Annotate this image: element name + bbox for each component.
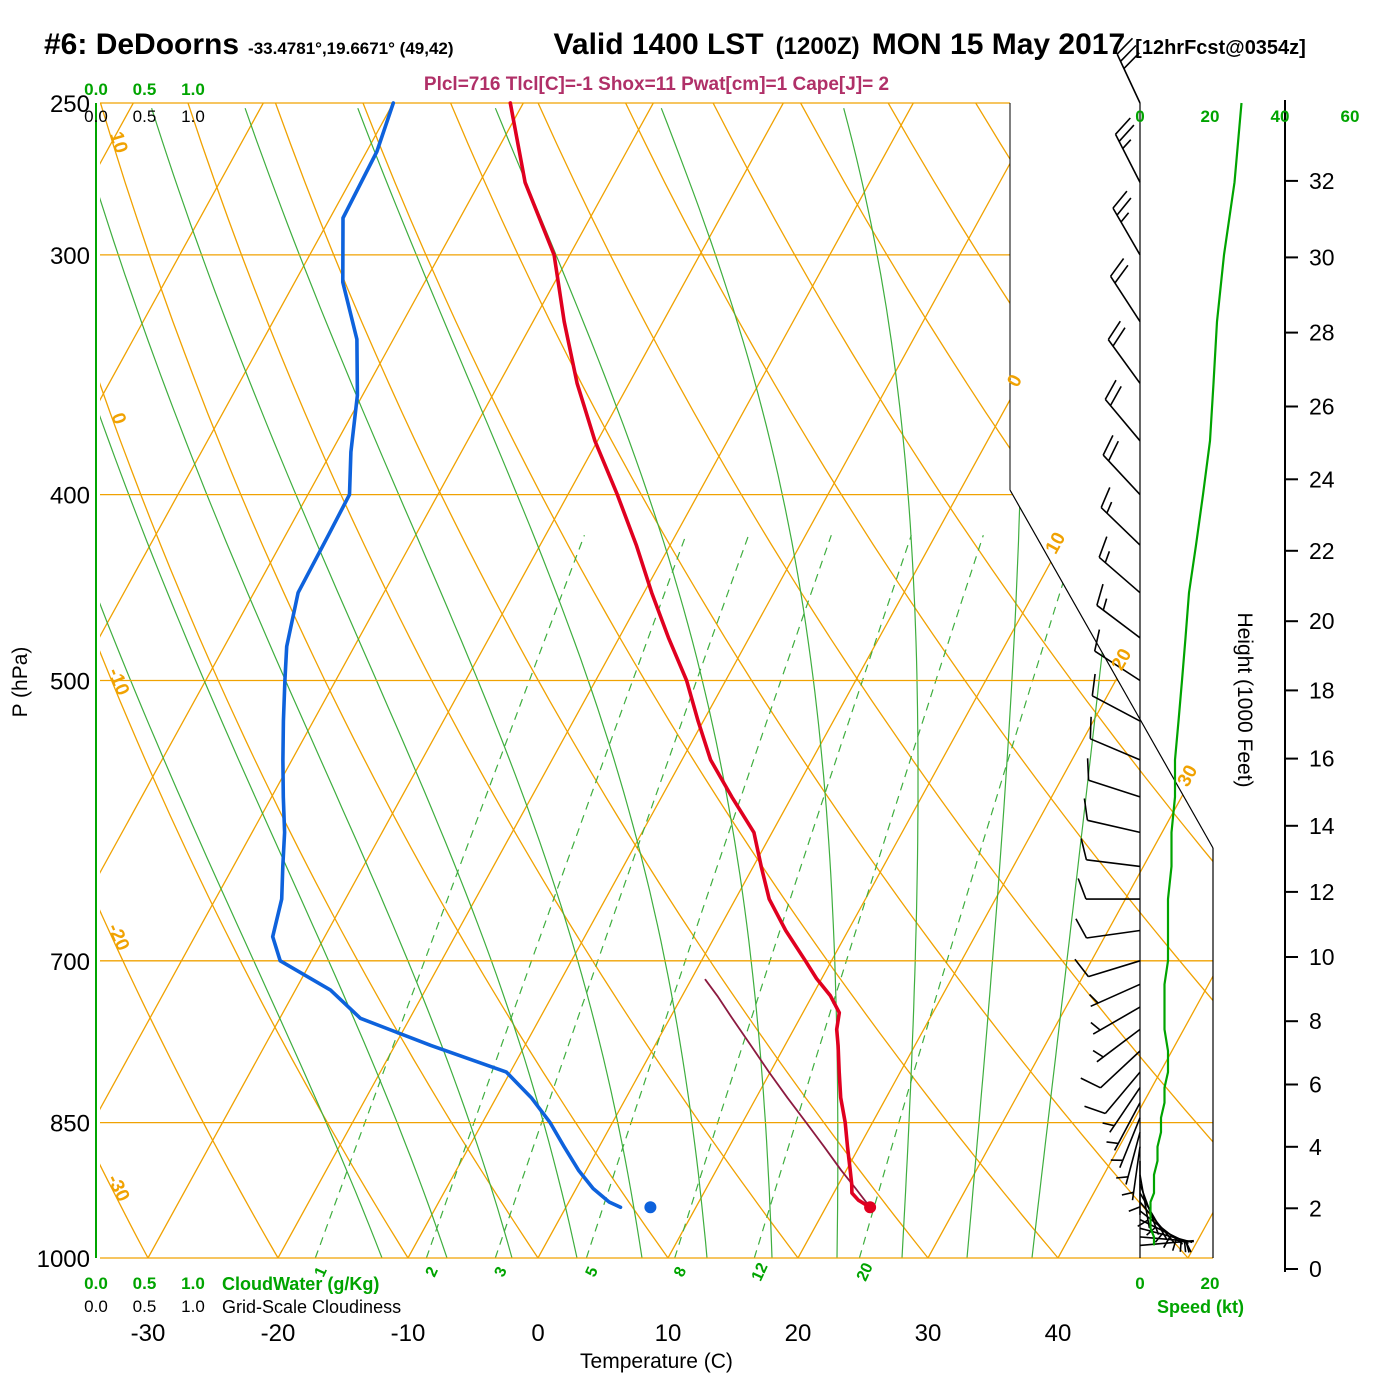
cloudiness-scale-bottom: 0.0 [84, 1297, 108, 1316]
speed-scales: 0 20 40 600 20 [1135, 107, 1359, 1293]
moist-adiabat-grid [100, 107, 1152, 1258]
height-tick-label: 32 [1309, 168, 1335, 194]
forecast-tag: [12hrFcst@0354z] [1135, 37, 1306, 59]
cloudwater-axis-label: CloudWater (g/Kg) [222, 1274, 380, 1294]
mixing-ratio-label: 2 [423, 1264, 442, 1279]
mixing-ratio-grid [314, 534, 1079, 1258]
pressure-axis: 250 300 400 500 700 850 1000 [37, 91, 90, 1273]
dry-adiabat-label: 10 [105, 129, 131, 155]
pressure-axis-label: P (hPa) [9, 646, 32, 718]
cloudwater-scale-top: 1.0 [181, 80, 205, 99]
height-tick-label: 6 [1309, 1072, 1322, 1098]
cloudiness-scale-bottom: 1.0 [181, 1297, 205, 1316]
mixing-ratio-label: 8 [671, 1264, 690, 1279]
height-tick-label: 24 [1309, 466, 1335, 492]
temperature-tick-label: 0 [531, 1320, 544, 1347]
cloudwater-scale-top: 0.0 [84, 80, 108, 99]
temperature-tick-label: 20 [785, 1320, 812, 1347]
valid-time: Valid 1400 LST [553, 28, 764, 61]
pressure-tick-label: 1000 [37, 1246, 90, 1273]
pressure-tick-label: 500 [50, 669, 90, 696]
sounding-parameters: Plcl=716 Tlcl[C]=-1 Shox=11 Pwat[cm]=1 C… [423, 74, 890, 95]
height-tick-label: 10 [1309, 944, 1335, 970]
cloudiness-axis-label: Grid-Scale Cloudiness [222, 1297, 402, 1317]
dry-adiabat-labels: 100-10-20-30 [102, 129, 133, 1205]
dry-adiabat-label: -20 [103, 920, 133, 954]
isotherm-label: 0 [1003, 371, 1026, 390]
height-tick-label: 2 [1309, 1195, 1322, 1221]
dewpoint-curve [270, 101, 623, 1210]
pressure-tick-label: 850 [50, 1111, 90, 1138]
mixing-ratio-label: 5 [583, 1264, 602, 1279]
cloudiness-scale-top: 1.0 [181, 107, 205, 126]
valid-utc: (1200Z) [775, 33, 860, 60]
temperature-tick-label: 10 [655, 1320, 682, 1347]
speed-profile [1149, 102, 1243, 1246]
mixing-ratio-label: 3 [492, 1264, 511, 1279]
height-tick-label: 20 [1309, 608, 1335, 634]
temperature-tick-label: -10 [391, 1320, 426, 1347]
temperature-curve [508, 101, 872, 1210]
dry-adiabat-label: -30 [102, 1171, 133, 1205]
speed-axis-label: Speed (kt) [1157, 1297, 1245, 1317]
station-coords: -33.4781°,19.6671° (49,42) [248, 39, 454, 58]
temperature-tick-label: -30 [131, 1320, 166, 1347]
surface-dewpoint-dot [644, 1201, 657, 1214]
height-tick-label: 26 [1309, 394, 1335, 420]
height-tick-label: 14 [1309, 813, 1335, 839]
surface-temperature-dot [864, 1201, 877, 1214]
pressure-tick-label: 700 [50, 949, 90, 976]
chart-title: #6: DeDoorns -33.4781°,19.6671° (49,42) … [44, 28, 1306, 62]
temperature-tick-label: 40 [1045, 1320, 1072, 1347]
height-tick-label: 30 [1309, 244, 1335, 270]
pressure-tick-label: 400 [50, 483, 90, 510]
temperature-axis-label: Temperature (C) [580, 1350, 733, 1373]
mixing-ratio-label: 20 [854, 1260, 877, 1283]
height-tick-label: 8 [1309, 1008, 1322, 1034]
speed-scale-bottom: 0 [1135, 1274, 1144, 1293]
height-tick-label: 28 [1309, 320, 1335, 346]
height-axis-label: Height (1000 Feet) [1233, 612, 1256, 788]
isobar-grid [100, 102, 1213, 1259]
cloudwater-scale-bottom: 0.0 [84, 1274, 108, 1293]
speed-scale-top: 0 [1135, 107, 1144, 126]
speed-scale-top: 20 [1201, 107, 1220, 126]
pressure-tick-label: 250 [50, 91, 90, 118]
cloudwater-scale-bottom: 0.5 [133, 1274, 157, 1293]
mixing-ratio-labels: 1 2 3 5 8 12 20 [312, 1260, 877, 1283]
height-tick-label: 18 [1309, 677, 1335, 703]
speed-scale-top: 60 [1341, 107, 1360, 126]
temperature-axis: -30 -20 -10 0 10 20 30 40 [131, 1320, 1072, 1347]
height-tick-label: 12 [1309, 879, 1335, 905]
mixing-ratio-label: 12 [749, 1260, 772, 1283]
pressure-tick-label: 300 [50, 243, 90, 270]
station-title: #6: DeDoorns [44, 28, 240, 61]
parcel-curve [704, 978, 871, 1209]
speed-scale-bottom: 20 [1201, 1274, 1220, 1293]
height-tick-label: 22 [1309, 538, 1335, 564]
cloudiness-scale-bottom: 0.5 [133, 1297, 157, 1316]
cloud-scales: 0.0 0.0 0.5 0.5 1.0 1.0 0.0 0.0 0.5 0.5 1.0 1.0 [84, 80, 205, 1316]
cloudwater-scale-top: 0.5 [133, 80, 157, 99]
speed-curve [1149, 102, 1243, 1246]
cloudiness-scale-top: 0.5 [133, 107, 157, 126]
cloudiness-scale-top: 0.0 [84, 107, 108, 126]
speed-scale-top: 40 [1271, 107, 1290, 126]
wind-barbs [1074, 37, 1194, 1253]
cloudwater-scale-bottom: 1.0 [181, 1274, 205, 1293]
valid-date: MON 15 May 2017 [871, 28, 1126, 61]
height-tick-label: 0 [1309, 1256, 1322, 1282]
temperature-tick-label: 30 [915, 1320, 942, 1347]
height-tick-label: 16 [1309, 746, 1335, 772]
temperature-tick-label: -20 [261, 1320, 296, 1347]
profiles [270, 101, 877, 1214]
height-tick-label: 4 [1309, 1134, 1322, 1160]
